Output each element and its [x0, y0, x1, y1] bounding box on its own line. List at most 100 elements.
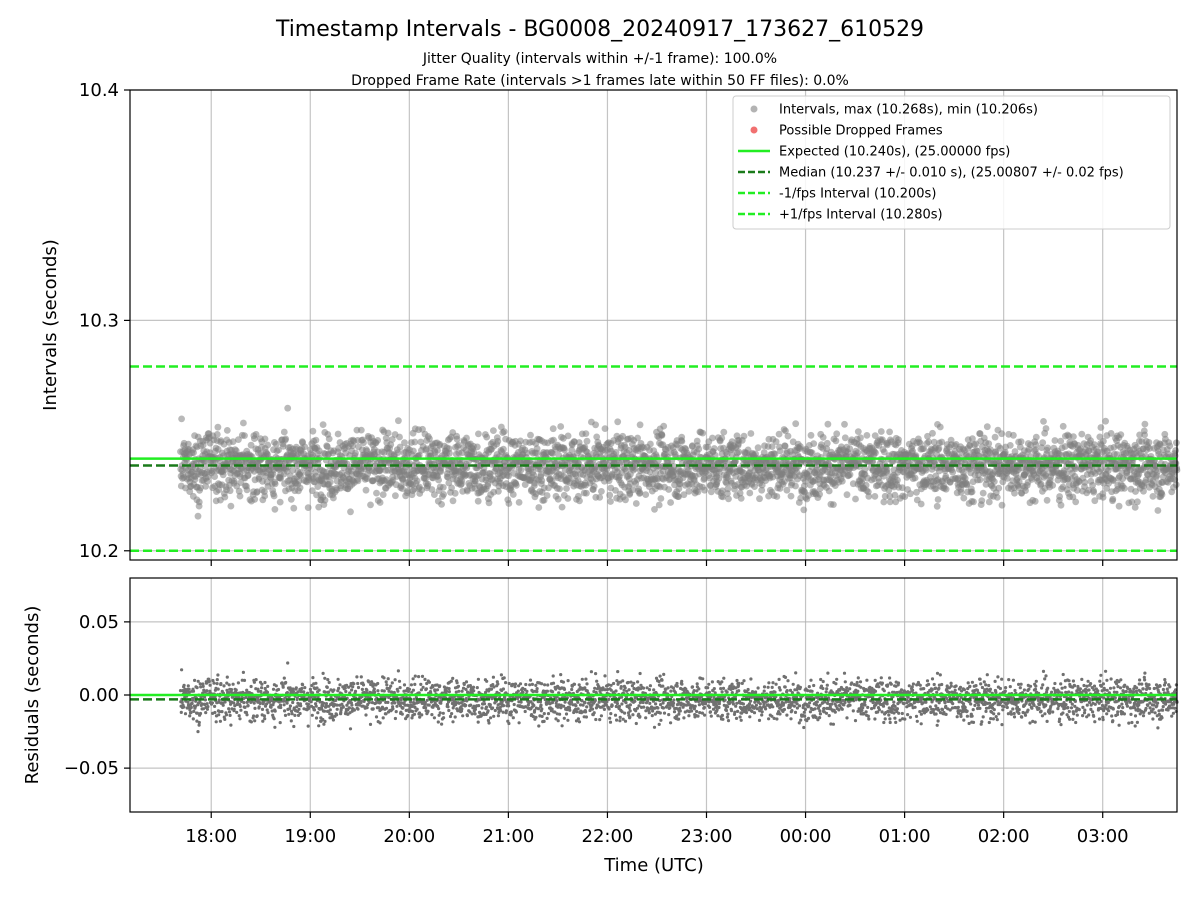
interval-point [685, 487, 693, 495]
residual-point [517, 721, 521, 725]
interval-point [500, 445, 507, 453]
residual-point [367, 700, 371, 705]
interval-point [211, 473, 219, 480]
residual-point [353, 689, 358, 694]
interval-point [483, 433, 491, 441]
residual-point [488, 703, 492, 707]
interval-point [746, 489, 754, 497]
interval-point [243, 486, 251, 494]
interval-point [1042, 425, 1050, 432]
residual-point [469, 703, 473, 707]
interval-point [1102, 417, 1109, 425]
residual-point [336, 677, 340, 681]
residual-point [208, 683, 212, 687]
residual-point [523, 709, 527, 714]
residual-point [390, 681, 394, 685]
residual-point [502, 704, 506, 708]
residual-point [396, 689, 400, 693]
residual-point [301, 683, 305, 687]
interval-point [792, 420, 800, 428]
residual-point [355, 675, 359, 679]
residual-point [447, 690, 451, 694]
residual-point [371, 707, 375, 711]
interval-point [998, 430, 1006, 438]
interval-point [773, 493, 781, 500]
interval-point [309, 427, 317, 435]
residual-point [274, 684, 278, 688]
residual-point [322, 709, 327, 713]
residual-point [406, 713, 410, 718]
interval-point [843, 491, 851, 499]
residual-point [324, 702, 328, 706]
residual-point [446, 705, 450, 709]
interval-point [895, 436, 902, 444]
residual-point [303, 686, 307, 690]
interval-point [325, 435, 333, 443]
residual-point [350, 688, 354, 692]
residual-point [473, 712, 477, 716]
interval-point [261, 435, 269, 443]
legend-entry: Expected (10.240s), (25.00000 fps) [779, 145, 1010, 160]
residual-point [229, 723, 233, 727]
interval-point [841, 434, 849, 442]
interval-point [357, 426, 365, 434]
residual-point [412, 712, 417, 716]
residual-point [538, 700, 543, 704]
interval-point [737, 495, 745, 502]
interval-point [362, 486, 370, 494]
residual-point [252, 714, 256, 718]
interval-point [515, 499, 523, 506]
residual-point [386, 700, 390, 705]
residual-point [361, 683, 366, 687]
residual-point [431, 685, 435, 689]
residual-point [295, 696, 299, 701]
residual-point [356, 681, 360, 686]
interval-point [1090, 488, 1098, 496]
interval-point [917, 500, 925, 508]
residual-point [338, 683, 342, 687]
interval-point [998, 501, 1006, 509]
residual-point [260, 707, 265, 712]
interval-point [558, 503, 566, 511]
residual-point [279, 705, 283, 710]
legend-marker [750, 105, 758, 113]
residual-point [312, 708, 317, 712]
residual-point [206, 705, 210, 709]
residual-point [442, 716, 446, 720]
interval-point [968, 488, 976, 496]
residual-point [191, 689, 196, 693]
interval-point [494, 437, 502, 445]
interval-point [221, 493, 229, 501]
interval-point [272, 440, 280, 448]
interval-point [473, 443, 481, 451]
residual-point [242, 701, 246, 705]
interval-point [396, 433, 403, 441]
interval-point [582, 430, 590, 437]
residual-point [507, 704, 511, 708]
residual-point [436, 720, 440, 724]
residual-point [496, 682, 500, 686]
interval-point [949, 468, 957, 476]
interval-point [517, 466, 525, 474]
residual-point [347, 706, 351, 710]
residual-point [445, 689, 449, 694]
interval-point [321, 496, 329, 504]
residual-point [288, 707, 292, 711]
residual-point [496, 714, 500, 718]
residual-point [376, 689, 380, 693]
residual-point [400, 712, 404, 716]
residual-point [327, 680, 331, 685]
residual-point [524, 682, 528, 687]
residual-point [359, 675, 363, 679]
residual-point [489, 687, 494, 691]
residual-point [537, 724, 541, 728]
residual-point [205, 702, 209, 706]
residual-point [378, 700, 382, 704]
residual-point [298, 711, 302, 716]
interval-point [308, 487, 316, 495]
residual-point [316, 711, 320, 715]
interval-point [1057, 501, 1065, 509]
residual-point [311, 676, 315, 680]
interval-point [1040, 418, 1047, 425]
residual-point [386, 677, 390, 681]
